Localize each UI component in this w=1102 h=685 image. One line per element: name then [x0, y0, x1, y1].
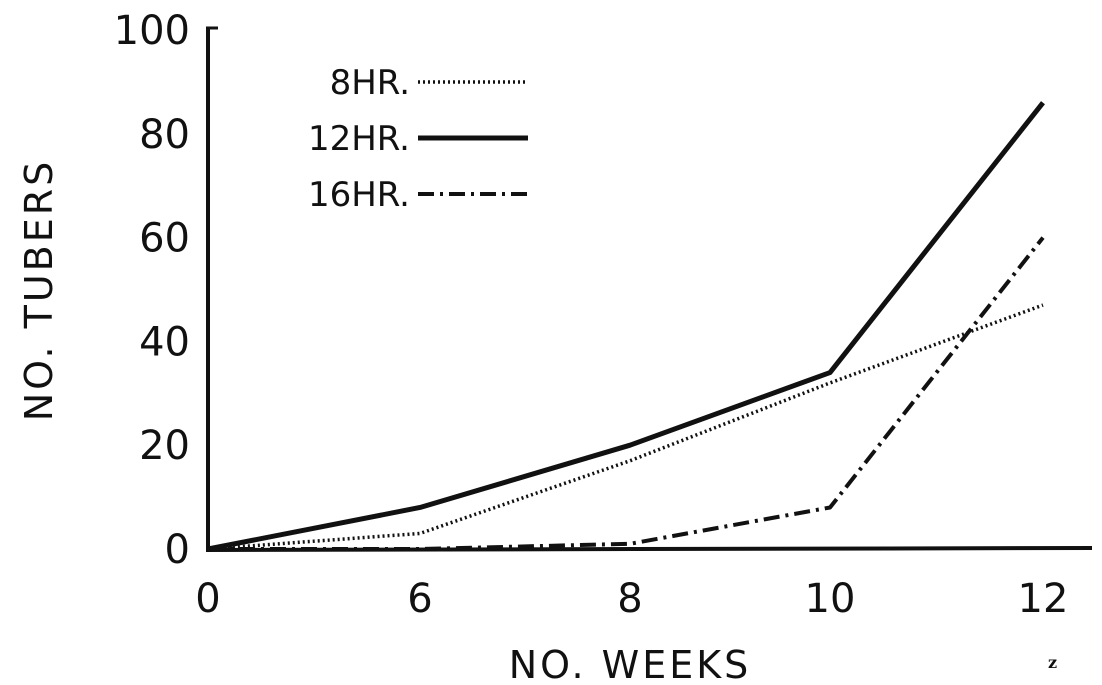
series-line-12hr: [207, 101, 1045, 552]
y-tick-label: 60: [139, 216, 190, 262]
y-tick-label: 0: [165, 527, 190, 573]
legend: 8HR. 12HR. 16HR.: [308, 63, 528, 215]
series-lines: [207, 101, 1045, 552]
x-axis-title: NO. WEEKS: [509, 643, 752, 685]
x-tick-label: 10: [805, 576, 856, 622]
axes: [205, 26, 1093, 552]
y-axis-title: NO. TUBERS: [17, 159, 61, 422]
legend-label: 8HR.: [330, 63, 410, 103]
y-tick-label: 80: [139, 112, 190, 158]
x-tick-label: 0: [195, 576, 220, 622]
x-tick-label: 6: [407, 576, 432, 622]
series-line-8hr: [207, 303, 1044, 551]
y-tick-label: 100: [114, 8, 190, 54]
y-tick-label: 40: [139, 319, 190, 365]
x-tick-label: 8: [617, 576, 642, 622]
corner-annotation: z: [1048, 653, 1057, 672]
legend-label: 16HR.: [308, 175, 410, 215]
tick-labels: 0 20 40 60 80 100 0 6 8 10 12: [114, 8, 1069, 622]
x-axis-line: [205, 546, 1093, 552]
legend-label: 12HR.: [308, 119, 410, 159]
x-tick-label: 12: [1018, 576, 1069, 622]
y-tick-label: 20: [139, 423, 190, 469]
series-line-16hr: [208, 236, 1045, 551]
